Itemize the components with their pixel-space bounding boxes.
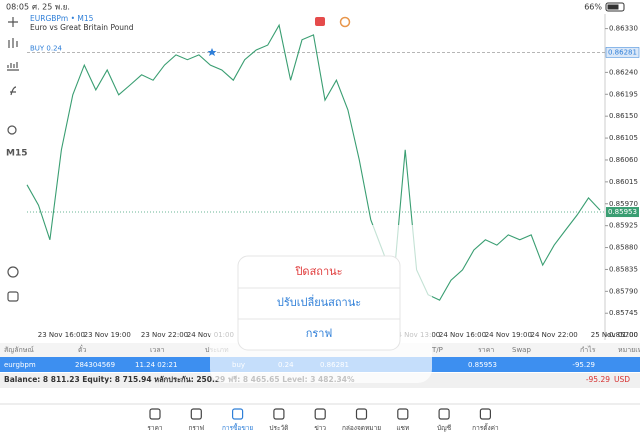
cell[interactable]: eurgbpm <box>4 361 36 369</box>
account-currency: USD <box>614 375 630 384</box>
tab-icon[interactable] <box>314 408 326 420</box>
tab-icon[interactable] <box>232 408 244 420</box>
current-price-label: 0.85953 <box>608 208 637 216</box>
y-tick-label: 0.85700 <box>609 331 638 339</box>
zoom-icon[interactable] <box>7 266 19 278</box>
trade-icon[interactable] <box>7 291 19 302</box>
y-tick-label: 0.86015 <box>609 178 638 186</box>
x-tick-label: 25 Nov 01:00 <box>591 331 638 339</box>
column-header: กำไร <box>580 345 596 354</box>
tab-icon[interactable] <box>190 408 202 420</box>
x-tick-label: 24 Nov 22:00 <box>531 331 578 339</box>
open-chart[interactable]: กราฟ <box>306 327 333 340</box>
column-header: ตั๋ว <box>78 345 87 354</box>
modify-position[interactable]: ปรับเปลี่ยนสถานะ <box>277 294 361 309</box>
tab-label[interactable]: ข่าว <box>314 424 326 432</box>
y-tick-label: 0.86240 <box>609 68 638 76</box>
y-tick-label: 0.86195 <box>609 90 638 98</box>
candles-icon[interactable] <box>8 38 18 48</box>
y-tick-label: 0.85835 <box>609 265 638 273</box>
chart-title: EURGBPm • M15 <box>30 14 94 23</box>
x-tick-label: 23 Nov 19:00 <box>84 331 131 339</box>
objects-icon[interactable] <box>7 125 17 135</box>
tab-label[interactable]: ราคา <box>147 424 162 432</box>
tab-icon[interactable] <box>273 408 285 420</box>
cell[interactable]: 0.85953 <box>468 361 497 369</box>
order-price-box <box>605 47 640 58</box>
y-tick-label: 0.85790 <box>609 287 638 295</box>
tab-label[interactable]: การตั้งค่า <box>472 423 499 432</box>
y-tick-label: 0.86060 <box>609 156 638 164</box>
order-price-label: 0.86281 <box>608 48 637 56</box>
cell[interactable]: 11.24 02:21 <box>135 361 177 369</box>
indicators-icon[interactable] <box>7 62 19 71</box>
tab-icon[interactable] <box>438 408 450 420</box>
tab-label[interactable]: บัญชี <box>437 424 452 432</box>
order-label: BUY 0.24 <box>30 44 63 52</box>
cell[interactable]: -95.29 <box>572 361 595 369</box>
column-header: เวลา <box>150 346 165 354</box>
account-profit: -95.29 <box>586 375 610 384</box>
column-header: Swap <box>512 346 531 354</box>
column-header: สัญลักษณ์ <box>4 346 34 354</box>
price-line <box>26 23 601 301</box>
y-tick-label: 0.85970 <box>609 200 638 208</box>
current-price-box <box>606 207 639 218</box>
close-position[interactable]: ปิดสถานะ <box>294 265 342 278</box>
crosshair-icon[interactable] <box>8 17 18 27</box>
column-header: T/P <box>431 346 443 354</box>
battery-icon <box>605 2 625 12</box>
status-time: 08:05 <box>6 3 29 12</box>
left-toolbar <box>7 17 19 302</box>
x-tick-label: 24 Nov 19:00 <box>485 331 532 339</box>
y-tick-label: 0.86150 <box>609 112 638 120</box>
tab-bar: ราคา กราฟ การซื้อขาย ประวัติ ข่าว กล่องจดหมาย… <box>147 408 499 432</box>
signal-icon[interactable] <box>339 16 351 28</box>
popup-menu <box>237 255 401 351</box>
battery-fill <box>607 4 619 10</box>
y-tick-label: 0.85925 <box>609 222 638 230</box>
tab-label[interactable]: กราฟ <box>188 424 204 432</box>
chart-subtitle: Euro vs Great Britain Pound <box>30 23 134 32</box>
tab-icon[interactable] <box>397 408 409 420</box>
column-header: ราคา <box>478 346 494 354</box>
one-click-icon[interactable] <box>315 17 325 26</box>
tab-icon[interactable] <box>149 408 161 420</box>
y-tick-label: 0.86105 <box>609 134 638 142</box>
x-tick-label: 23 Nov 16:00 <box>38 331 85 339</box>
y-tick-label: 0.86330 <box>609 25 638 33</box>
cell[interactable]: 284304569 <box>75 361 115 369</box>
tab-icon[interactable] <box>355 408 368 420</box>
x-tick-label: 23 Nov 22:00 <box>141 331 188 339</box>
status-date: ศ. 25 พ.ย. <box>32 3 70 12</box>
x-tick-label: 24 Nov 16:00 <box>439 331 486 339</box>
tab-label[interactable]: การซื้อขาย <box>222 423 253 432</box>
tab-label[interactable]: กล่องจดหมาย <box>342 424 381 432</box>
tab-icon[interactable] <box>479 408 491 420</box>
battery-level: 66% <box>584 3 602 12</box>
tab-label[interactable]: แชท <box>396 424 409 432</box>
tab-label[interactable]: ประวัติ <box>269 424 288 432</box>
account-summary: Balance: 8 811.23 Equity: 8 715.94 หลักป… <box>4 375 355 384</box>
timeframe-label[interactable]: M15 <box>6 149 27 159</box>
order-entry-marker <box>207 48 217 56</box>
y-tick-label: 0.85880 <box>609 244 638 252</box>
y-tick-label: 0.85745 <box>609 309 638 317</box>
column-header: หมายเหตุ <box>618 346 640 354</box>
function-icon[interactable] <box>10 86 17 96</box>
